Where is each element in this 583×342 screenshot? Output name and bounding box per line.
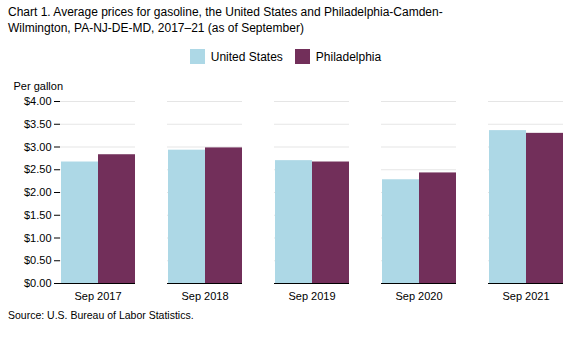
- html-text:Chart 1. Average prices for ga: Chart 1. Average prices for gasoline, th…: [8, 5, 443, 36]
- svg-text:$1.00: $1.00: [24, 232, 52, 244]
- svg-text:$3.50: $3.50: [24, 118, 52, 130]
- svg-text:$0.00: $0.00: [24, 277, 52, 289]
- svg-text:$2.00: $2.00: [24, 186, 52, 198]
- svg-text:Sep 2019: Sep 2019: [288, 291, 335, 303]
- html-text:Philadelphia: Philadelphia: [315, 49, 382, 64]
- html-text:United States: United States: [210, 49, 283, 64]
- svg-text:$2.50: $2.50: [24, 164, 52, 176]
- svg-text:Sep 2021: Sep 2021: [502, 291, 549, 303]
- html-text:Source: U.S. Bureau of Labor S: Source: U.S. Bureau of Labor Statistics.: [8, 309, 194, 322]
- svg-text:Per gallon: Per gallon: [14, 81, 64, 93]
- svg-text:Sep 2020: Sep 2020: [395, 291, 442, 303]
- svg-text:$1.50: $1.50: [24, 209, 52, 221]
- svg-text:$3.00: $3.00: [24, 141, 52, 153]
- svg-text:Sep 2017: Sep 2017: [74, 291, 121, 303]
- svg-text:$4.00: $4.00: [24, 95, 52, 107]
- svg-text:$0.50: $0.50: [24, 255, 52, 267]
- svg-text:Sep 2018: Sep 2018: [181, 291, 228, 303]
